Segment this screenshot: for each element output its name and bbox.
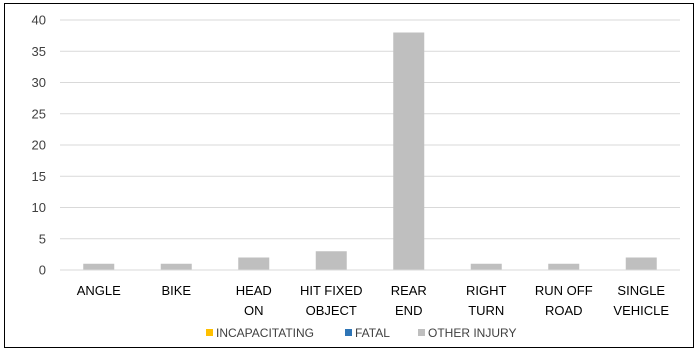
- x-category-label: ON: [244, 303, 264, 318]
- x-category-label: REAR: [391, 283, 427, 298]
- x-axis-category-labels: ANGLE BIKE HEAD ON HIT FIXED OBJECT REAR END RIG…: [77, 283, 670, 318]
- y-tick-label: 30: [32, 75, 46, 90]
- x-category-label: SINGLE: [617, 283, 665, 298]
- bar: [470, 263, 502, 270]
- bar: [160, 263, 192, 270]
- legend: INCAPACITATING FATAL OTHER INJURY: [206, 326, 516, 340]
- gridlines: [60, 19, 680, 240]
- bars: [83, 32, 657, 270]
- x-category-label: TURN: [468, 303, 504, 318]
- y-tick-label: 0: [39, 263, 46, 278]
- y-tick-label: 15: [32, 169, 46, 184]
- x-category-label: ROAD: [545, 303, 583, 318]
- legend-label: OTHER INJURY: [428, 326, 516, 340]
- y-tick-label: 25: [32, 106, 46, 121]
- legend-swatch: [345, 329, 352, 336]
- chart-frame: [4, 3, 694, 348]
- x-category-label: OBJECT: [306, 303, 357, 318]
- y-axis-tick-labels: 0 5 10 15 20 25 30 35 40: [32, 13, 46, 278]
- legend-swatch: [418, 329, 425, 336]
- legend-label: INCAPACITATING: [216, 326, 314, 340]
- legend-label: FATAL: [355, 326, 390, 340]
- bar: [238, 257, 270, 270]
- bar: [83, 263, 115, 270]
- x-category-label: ANGLE: [77, 283, 121, 298]
- bar: [393, 32, 425, 270]
- y-tick-label: 35: [32, 44, 46, 59]
- x-category-label: RIGHT: [466, 283, 507, 298]
- bar: [625, 257, 657, 270]
- y-tick-label: 40: [32, 13, 46, 28]
- bar: [548, 263, 580, 270]
- legend-swatch: [206, 329, 213, 336]
- x-category-label: RUN OFF: [535, 283, 593, 298]
- y-tick-label: 20: [32, 138, 46, 153]
- x-category-label: BIKE: [161, 283, 191, 298]
- x-category-label: END: [395, 303, 422, 318]
- x-category-label: HEAD: [236, 283, 272, 298]
- x-category-label: HIT FIXED: [300, 283, 363, 298]
- y-tick-label: 5: [39, 231, 46, 246]
- bar: [315, 251, 347, 270]
- y-tick-label: 10: [32, 200, 46, 215]
- x-category-label: VEHICLE: [613, 303, 669, 318]
